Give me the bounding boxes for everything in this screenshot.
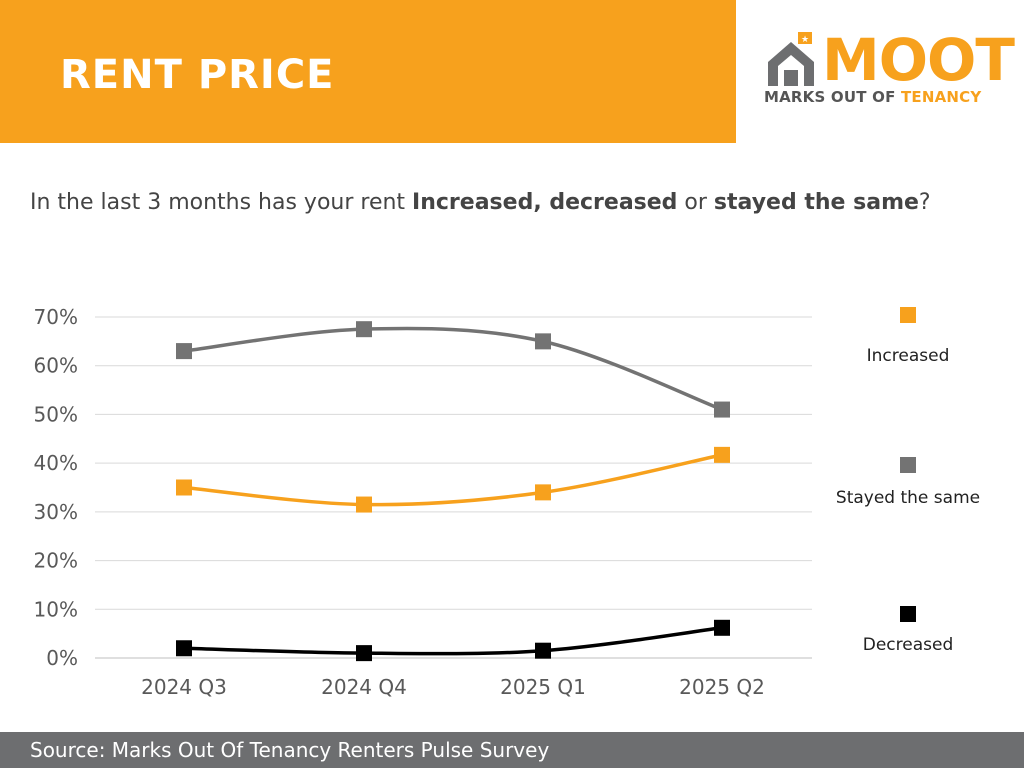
y-tick-label: 0% (46, 646, 78, 670)
logo-tagline: MARKS OUT OF TENANCY (764, 88, 981, 106)
y-tick-label: 50% (34, 402, 78, 426)
series-line-stayed-the-same (182, 326, 724, 412)
logo-tagline-accent: TENANCY (900, 88, 982, 106)
question-part-1: In the last 3 months has your rent (30, 190, 413, 215)
series-line-decreased (182, 626, 724, 656)
source-note: Source: Marks Out Of Tenancy Renters Pul… (30, 738, 550, 762)
data-point-stayed-the-same (176, 343, 192, 360)
house-icon: ★ (768, 32, 814, 86)
question-bold-2: stayed the same (713, 190, 919, 215)
y-tick-label: 60% (34, 354, 78, 378)
y-tick-label: 70% (34, 305, 78, 329)
data-point-decreased (176, 640, 192, 657)
data-point-increased (535, 484, 551, 501)
data-point-decreased (535, 642, 551, 659)
logo-tagline-prefix: MARKS OUT OF (764, 88, 901, 106)
page-title: RENT PRICE (60, 52, 335, 98)
legend-label-decreased: Decreased (862, 635, 954, 655)
svg-text:★: ★ (801, 35, 809, 45)
data-point-stayed-the-same (356, 321, 372, 338)
y-tick-label: 40% (34, 451, 78, 475)
question-part-3: ? (918, 190, 931, 215)
logo-wordmark: MOOT (822, 26, 1015, 94)
data-point-stayed-the-same (535, 333, 551, 350)
data-point-increased (176, 479, 192, 496)
data-point-stayed-the-same (714, 401, 730, 418)
series-line-increased (182, 453, 724, 507)
rent-price-line-chart: 0% 10% 20% 30% 40% 50% 60% 70% 2024 Q3 2024 Q4 202… (34, 305, 812, 699)
data-point-decreased (714, 619, 730, 636)
data-point-increased (356, 496, 372, 513)
y-tick-label: 20% (34, 549, 78, 573)
legend-label-stayed-the-same: Stayed the same (835, 488, 981, 508)
x-tick-label: 2024 Q3 (141, 675, 227, 699)
legend-swatch-increased (900, 307, 916, 323)
header-band: RENT PRICE (0, 0, 736, 143)
legend-label-increased: Increased (866, 346, 950, 366)
legend-swatch-decreased (900, 606, 916, 622)
question-bold-1: Increased, decreased (412, 190, 678, 215)
x-tick-label: 2024 Q4 (321, 675, 407, 699)
x-tick-label: 2025 Q2 (679, 675, 765, 699)
data-point-decreased (356, 645, 372, 662)
moot-logo: ★ MOOT MARKS OUT OF TENANCY (760, 30, 1015, 110)
data-point-increased (714, 446, 730, 463)
footer-bar: Source: Marks Out Of Tenancy Renters Pul… (0, 732, 1024, 768)
y-tick-label: 30% (34, 500, 78, 524)
survey-question: In the last 3 months has your rent Incre… (30, 190, 931, 215)
legend-swatch-stayed-the-same (900, 457, 916, 473)
question-part-2: or (677, 190, 714, 215)
x-tick-label: 2025 Q1 (500, 675, 586, 699)
y-tick-label: 10% (34, 597, 78, 621)
